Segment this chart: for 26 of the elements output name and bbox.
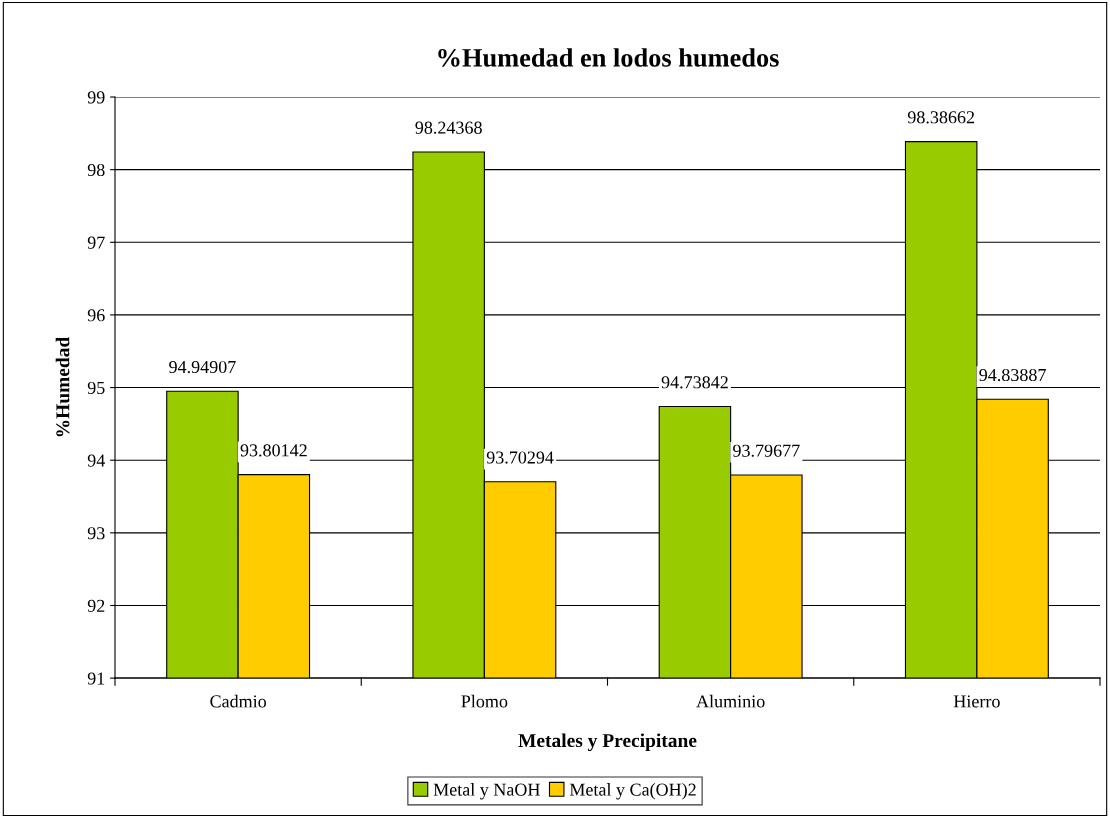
data-label: 94.83887 (979, 368, 1046, 382)
data-label: 94.94907 (169, 360, 236, 374)
y-tick-label: 91 (87, 672, 105, 685)
y-tick-label: 95 (87, 381, 105, 395)
legend-label: Metal y Ca(OH)2 (569, 783, 696, 800)
legend-label: Metal y NaOH (433, 783, 540, 800)
chart-title: %Humedad en lodos humedos (438, 48, 779, 67)
x-tick-label: Hierro (953, 695, 1000, 708)
data-label: 93.80142 (240, 444, 307, 457)
data-label: 93.79677 (733, 444, 800, 457)
data-label: 94.73842 (661, 376, 728, 389)
y-tick-label: 98 (87, 163, 105, 177)
y-tick-label: 92 (87, 599, 105, 612)
x-tick-label: Cadmio (210, 694, 267, 708)
data-label: 98.38662 (907, 111, 975, 124)
y-tick-label: 96 (87, 309, 105, 322)
x-axis-title: Metales y Precipitane (518, 733, 697, 752)
y-tick-label: 94 (87, 454, 105, 467)
y-tick-label: 97 (87, 236, 105, 249)
y-axis-title: %Humedad (55, 337, 70, 437)
data-label: 98.24368 (415, 121, 482, 134)
y-tick-label: 99 (87, 91, 105, 104)
y-tick-label: 93 (87, 527, 105, 540)
data-label: 93.70294 (486, 451, 554, 464)
x-tick-label: Aluminio (696, 694, 765, 708)
x-tick-label: Plomo (461, 694, 508, 708)
